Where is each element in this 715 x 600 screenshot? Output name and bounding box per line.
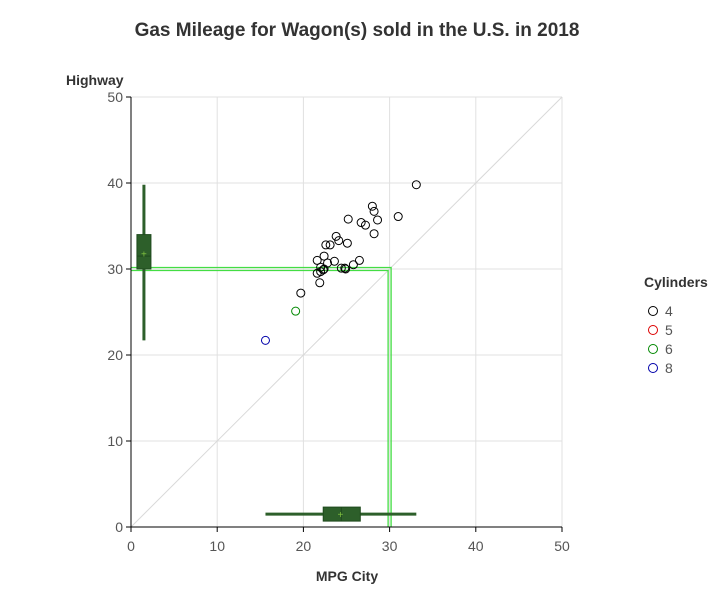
- chart-title: Gas Mileage for Wagon(s) sold in the U.S…: [135, 20, 580, 41]
- data-point: [342, 238, 352, 248]
- data-point: [369, 206, 379, 216]
- data-point: [348, 260, 358, 270]
- data-point: [291, 306, 301, 316]
- mean-lines: [131, 266, 392, 527]
- data-point: [321, 240, 331, 250]
- legend-marker: [648, 344, 658, 354]
- y-axis-ticks: 0 10 20 30 40 50: [107, 89, 131, 535]
- boxplot-x-mean-marker: +: [338, 510, 344, 521]
- data-point: [373, 215, 383, 225]
- data-point: [411, 180, 421, 190]
- reference-line: [130, 96, 563, 528]
- y-tick-label: 0: [115, 519, 123, 535]
- x-axis-ticks: 0 10 20 30 40 50: [127, 527, 570, 554]
- boxplot-x: +: [265, 506, 417, 522]
- y-axis-label: Highway: [66, 72, 124, 88]
- data-point: [260, 335, 270, 345]
- data-point: [340, 263, 350, 273]
- legend-title: Cylinders: [644, 274, 708, 290]
- y-tick-label: 50: [107, 89, 123, 105]
- y-tick-label: 40: [107, 175, 123, 191]
- data-point: [334, 236, 344, 246]
- data-point: [343, 214, 353, 224]
- data-point: [315, 278, 325, 288]
- data-point: [329, 256, 339, 266]
- x-tick-label: 20: [296, 538, 312, 554]
- data-point: [331, 231, 341, 241]
- axes: [130, 97, 562, 528]
- data-point: [393, 212, 403, 222]
- data-point: [336, 263, 346, 273]
- legend-label: 8: [665, 360, 673, 376]
- y-tick-label: 20: [107, 347, 123, 363]
- grid: [131, 96, 563, 527]
- legend-marker: [648, 306, 658, 316]
- data-point: [325, 240, 335, 250]
- data-point: [367, 201, 377, 211]
- data-point: [316, 267, 326, 277]
- boxplot-y-box: [136, 234, 152, 270]
- y-tick-label: 10: [107, 433, 123, 449]
- mean-line-outer: [131, 266, 392, 527]
- data-point: [341, 264, 351, 274]
- boxplot-y: +: [136, 184, 152, 341]
- mean-line-inner: [131, 269, 389, 527]
- data-point: [360, 220, 370, 230]
- data-point: [354, 255, 364, 265]
- legend-label: 5: [665, 322, 673, 338]
- x-tick-label: 0: [127, 538, 135, 554]
- x-tick-label: 50: [554, 538, 570, 554]
- data-point: [369, 229, 379, 239]
- legend-marker: [648, 363, 658, 373]
- x-axis-label: MPG City: [316, 568, 378, 584]
- data-point: [296, 288, 306, 298]
- x-tick-label: 30: [382, 538, 398, 554]
- legend-label: 4: [665, 303, 673, 319]
- legend: Cylinders 4 5 6 8: [644, 274, 708, 376]
- legend-label: 6: [665, 341, 673, 357]
- data-point: [356, 218, 366, 228]
- legend-marker: [648, 325, 658, 335]
- y-tick-label: 30: [107, 261, 123, 277]
- boxplot-y-mean-marker: +: [141, 250, 147, 261]
- reference-line-group: [130, 96, 563, 528]
- data-points: [260, 180, 421, 345]
- x-tick-label: 40: [468, 538, 484, 554]
- x-tick-label: 10: [209, 538, 225, 554]
